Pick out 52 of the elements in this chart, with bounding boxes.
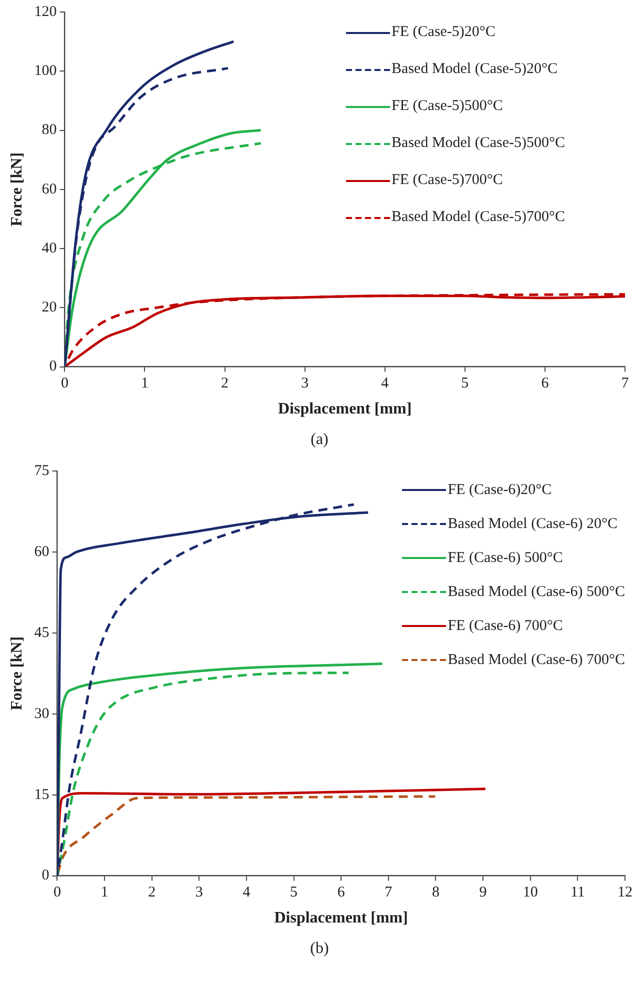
line-series <box>57 795 437 876</box>
x-tick-label: 3 <box>195 884 203 901</box>
y-axis-title: Force [kN] <box>8 152 26 226</box>
y-tick-label: 20 <box>42 300 57 316</box>
legend-label: Based Model (Case-5)700°C <box>392 209 565 226</box>
x-tick-label: 1 <box>140 376 148 392</box>
y-tick-label: 0 <box>42 868 50 884</box>
y-tick-label: 60 <box>42 181 57 198</box>
x-tick-label: 4 <box>242 884 251 901</box>
legend-label: Based Model (Case-6) 700°C <box>448 652 625 668</box>
legend-label: Based Model (Case-6) 500°C <box>448 584 625 600</box>
x-tick-label: 5 <box>290 884 298 901</box>
x-tick-label: 7 <box>621 376 630 392</box>
legend-label: FE (Case-6) 700°C <box>448 618 563 634</box>
x-tick-label: 9 <box>479 884 487 901</box>
legend-label: FE (Case-5)500°C <box>392 98 503 115</box>
text: (a) <box>310 430 330 450</box>
y-tick-label: 60 <box>34 544 50 560</box>
x-tick-label: 1 <box>100 884 108 901</box>
y-tick-label: 100 <box>34 63 57 80</box>
x-tick-label: 12 <box>618 884 632 901</box>
x-tick-label: 2 <box>148 884 156 901</box>
y-tick-label: 75 <box>34 462 50 479</box>
x-axis-title: Displacement [mm] <box>278 400 412 418</box>
legend-label: FE (Case-5)20°C <box>392 24 496 41</box>
y-tick-label: 45 <box>34 624 50 641</box>
legend-label: FE (Case-6) 500°C <box>448 550 563 566</box>
legend-label: Based Model (Case-5)20°C <box>392 61 558 78</box>
text: (b) <box>309 939 330 959</box>
x-axis-title: Displacement [mm] <box>274 910 408 927</box>
x-tick-label: 2 <box>221 376 229 392</box>
x-tick-label: 10 <box>522 884 538 901</box>
x-tick-label: 5 <box>461 376 469 392</box>
x-tick-label: 4 <box>381 376 390 392</box>
y-tick-label: 15 <box>34 786 50 803</box>
legend-label: FE (Case-6)20°C <box>448 482 552 498</box>
y-tick-label: 0 <box>49 358 57 375</box>
y-tick-label: 40 <box>42 240 57 256</box>
x-tick-label: 11 <box>570 884 585 901</box>
x-tick-label: 0 <box>60 376 68 392</box>
x-tick-label: 7 <box>384 884 393 901</box>
x-tick-label: 6 <box>541 376 550 392</box>
legend-label: Based Model (Case-6) 20°C <box>448 516 618 532</box>
legend-label: FE (Case-5)700°C <box>392 172 503 189</box>
legend-label: Based Model (Case-5)500°C <box>392 135 565 152</box>
y-axis-title: Force [kN] <box>8 636 26 710</box>
y-tick-label: 120 <box>34 4 57 20</box>
x-tick-label: 8 <box>432 884 440 901</box>
x-tick-label: 3 <box>301 376 309 392</box>
y-tick-label: 30 <box>34 706 50 722</box>
y-tick-label: 80 <box>42 122 57 138</box>
x-tick-label: 6 <box>337 884 346 901</box>
